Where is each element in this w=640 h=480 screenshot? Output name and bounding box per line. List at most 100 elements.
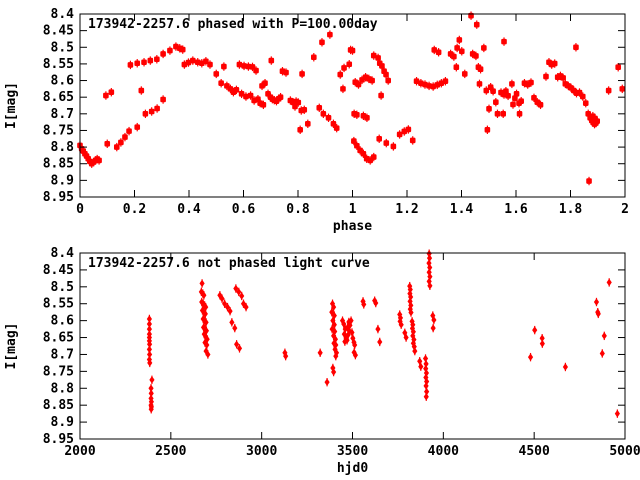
- data-point-marker: [207, 61, 213, 68]
- data-point-marker: [203, 318, 209, 327]
- data-point-marker: [483, 87, 490, 94]
- not-phased-light-curve: 2000 2500 3000 3500 4000 4500 5000 8.4 8.45 8.5 8.…: [4, 246, 640, 476]
- data-point-marker: [262, 80, 268, 87]
- data-point-marker: [147, 359, 153, 367]
- data-point-marker: [331, 303, 337, 311]
- data-point-marker: [430, 324, 436, 332]
- data-point-marker: [118, 139, 124, 146]
- data-point-marker: [398, 320, 404, 329]
- data-point-marker: [268, 57, 275, 64]
- x-tick-label: 4500: [519, 444, 550, 459]
- data-point-marker: [477, 66, 484, 73]
- data-point-marker: [324, 378, 330, 386]
- data-point-marker: [147, 57, 154, 64]
- data-point-marker: [494, 111, 501, 117]
- data-point-marker: [513, 91, 520, 97]
- not-phased-light-curve-ylabel: I[mag]: [4, 323, 19, 370]
- data-point-marker: [590, 113, 596, 119]
- data-point-marker: [615, 64, 621, 71]
- y-tick-label: 8.75: [43, 364, 74, 379]
- data-point-marker: [361, 300, 367, 309]
- data-point-marker: [593, 298, 600, 306]
- data-point-marker: [320, 111, 327, 117]
- y-tick-label: 8.4: [51, 7, 75, 22]
- data-point-marker: [247, 92, 254, 99]
- data-point-marker: [142, 111, 149, 117]
- data-point-marker: [528, 79, 534, 86]
- data-point-marker: [349, 47, 356, 54]
- y-tick-label: 8.75: [43, 123, 74, 138]
- data-point-marker: [204, 341, 210, 349]
- data-point-marker: [234, 340, 240, 349]
- data-point-marker: [311, 54, 317, 61]
- y-tick-label: 8.85: [43, 398, 74, 413]
- data-point-marker: [423, 392, 429, 401]
- data-point-marker: [586, 178, 592, 184]
- data-point-marker: [331, 368, 337, 376]
- data-point-marker: [431, 316, 437, 324]
- data-point-marker: [141, 59, 147, 66]
- data-point-marker: [352, 351, 358, 359]
- data-point-marker: [160, 96, 166, 103]
- data-point-marker: [614, 409, 620, 418]
- data-point-marker: [619, 86, 626, 92]
- data-point-marker: [333, 352, 339, 360]
- data-point-marker: [378, 92, 384, 99]
- y-tick-label: 8.7: [51, 107, 74, 122]
- data-point-marker: [573, 44, 579, 51]
- data-point-marker: [579, 93, 586, 100]
- phased-light-curve: 0 0.2 0.4 0.6 0.8 1 1.2 1.4 1.6 1.8 2 8.4 8.458.5 8.5…: [4, 7, 629, 234]
- y-tick-label: 8.9: [51, 415, 74, 430]
- data-point-marker: [349, 328, 355, 337]
- y-tick-label: 8.9: [51, 173, 74, 188]
- x-tick-label: 4000: [428, 444, 459, 459]
- data-point-marker: [376, 135, 383, 142]
- y-tick-label: 8.4: [51, 246, 75, 261]
- phased-light-curve-points: [77, 11, 626, 186]
- data-point-marker: [138, 87, 145, 94]
- x-tick-label: 3500: [337, 444, 368, 459]
- data-point-marker: [405, 126, 412, 133]
- data-point-marker: [222, 299, 228, 308]
- data-point-marker: [418, 362, 424, 371]
- data-point-marker: [229, 318, 235, 327]
- data-point-marker: [456, 37, 463, 43]
- data-point-marker: [346, 61, 353, 68]
- data-point-marker: [599, 349, 605, 358]
- data-point-marker: [122, 134, 128, 140]
- phased-light-curve-ylabel: I[mag]: [4, 82, 19, 129]
- data-point-marker: [317, 348, 323, 357]
- y-tick-label: 8.5: [51, 280, 74, 295]
- y-tick-label: 8.65: [43, 90, 74, 105]
- data-point-marker: [364, 115, 370, 121]
- x-tick-label: 0.8: [286, 202, 310, 217]
- data-point-marker: [493, 99, 499, 105]
- x-tick-label: 0.4: [177, 202, 201, 217]
- data-point-marker: [510, 101, 516, 108]
- data-point-marker: [203, 58, 209, 65]
- data-point-marker: [148, 405, 154, 414]
- data-point-marker: [532, 326, 538, 334]
- y-tick-label: 8.8: [51, 381, 75, 396]
- not-phased-light-curve-xlabel: hjd0: [337, 461, 368, 476]
- data-point-marker: [562, 363, 568, 371]
- data-point-marker: [560, 75, 566, 81]
- data-point-marker: [213, 71, 220, 77]
- data-point-marker: [295, 99, 302, 106]
- x-tick-label: 0.2: [123, 202, 146, 217]
- data-point-marker: [127, 62, 134, 68]
- data-point-marker: [221, 63, 227, 70]
- x-tick-label: 3000: [246, 444, 277, 459]
- y-tick-label: 8.7: [51, 347, 74, 362]
- data-point-marker: [126, 128, 132, 134]
- data-point-marker: [396, 131, 403, 138]
- data-point-marker: [218, 80, 224, 87]
- data-point-marker: [219, 294, 225, 303]
- x-tick-label: 1.8: [559, 202, 583, 217]
- data-point-marker: [543, 73, 549, 80]
- data-point-marker: [595, 310, 601, 318]
- data-point-marker: [329, 308, 335, 316]
- data-point-marker: [154, 56, 160, 63]
- not-phased-light-curve-tick-labels: 2000 2500 3000 3500 4000 4500 5000 8.4 8.45 8.5 8.…: [43, 246, 640, 459]
